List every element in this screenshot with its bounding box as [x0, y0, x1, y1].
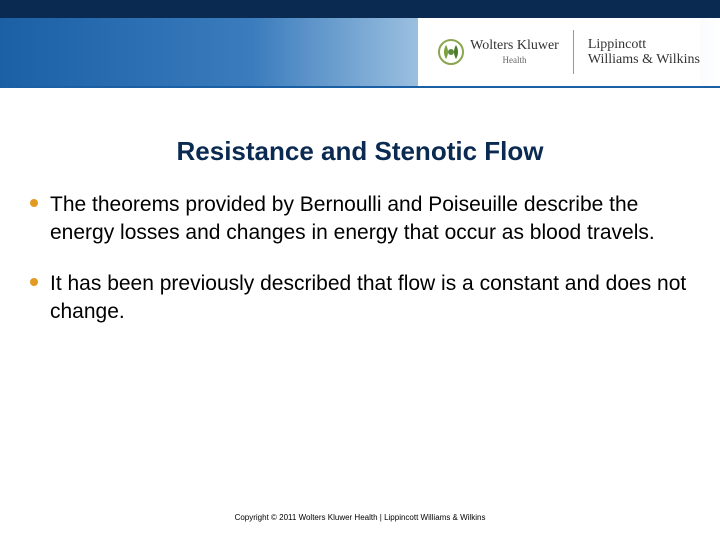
slide-content: Resistance and Stenotic Flow The theorem…	[0, 108, 720, 326]
copyright-footer: Copyright © 2011 Wolters Kluwer Health |…	[0, 513, 720, 522]
list-item: It has been previously described that fl…	[30, 270, 690, 327]
bullet-dot-icon	[30, 278, 38, 286]
bullet-dot-icon	[30, 199, 38, 207]
bullet-text: The theorems provided by Bernoulli and P…	[50, 191, 690, 248]
slide-title: Resistance and Stenotic Flow	[30, 136, 690, 167]
wk-mark-icon	[438, 39, 464, 65]
brand-divider	[573, 30, 574, 74]
brand2-line1: Lippincott	[588, 37, 700, 52]
list-item: The theorems provided by Bernoulli and P…	[30, 191, 690, 248]
header-gradient-bar: Wolters Kluwer Health Lippincott William…	[0, 18, 720, 86]
brand2-line2: Williams & Wilkins	[588, 52, 700, 67]
bullet-list: The theorems provided by Bernoulli and P…	[30, 191, 690, 326]
header-top-stripe	[0, 0, 720, 18]
bullet-text: It has been previously described that fl…	[50, 270, 690, 327]
slide-header: Wolters Kluwer Health Lippincott William…	[0, 0, 720, 108]
brand-block: Wolters Kluwer Health Lippincott William…	[418, 18, 700, 86]
wk-text-block: Wolters Kluwer Health	[470, 39, 559, 65]
header-underline	[0, 86, 720, 88]
brand1-sub: Health	[470, 56, 559, 65]
lippincott-logo: Lippincott Williams & Wilkins	[588, 37, 700, 68]
wolters-kluwer-logo: Wolters Kluwer Health	[438, 39, 559, 65]
brand1-name: Wolters Kluwer	[470, 39, 559, 54]
